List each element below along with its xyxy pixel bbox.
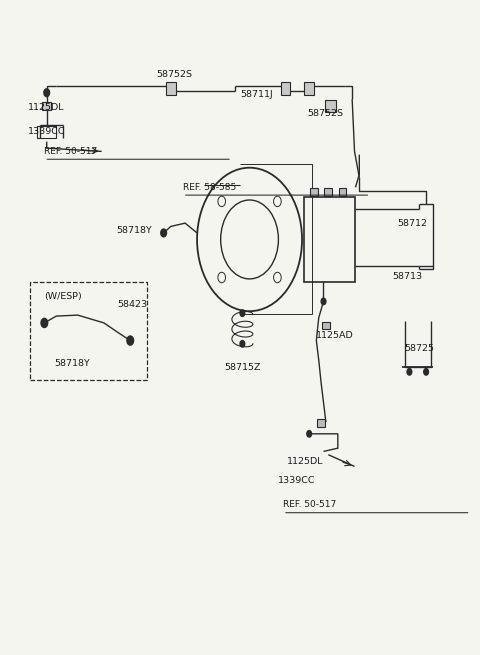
Text: 1339CC: 1339CC <box>28 127 65 136</box>
Circle shape <box>240 310 245 316</box>
Text: 58713: 58713 <box>393 272 423 281</box>
Bar <box>304 197 355 282</box>
Text: 58423: 58423 <box>117 300 147 309</box>
Circle shape <box>127 336 133 345</box>
Bar <box>322 322 330 329</box>
Circle shape <box>44 89 49 97</box>
Text: 58718Y: 58718Y <box>54 359 90 368</box>
Text: (W/ESP): (W/ESP) <box>44 291 82 301</box>
Bar <box>339 188 347 196</box>
Text: 58725: 58725 <box>405 344 435 353</box>
Bar <box>317 419 325 427</box>
Bar <box>310 188 318 196</box>
Text: REF. 50-517: REF. 50-517 <box>283 500 336 510</box>
Bar <box>324 188 332 196</box>
Bar <box>325 100 336 111</box>
Circle shape <box>321 298 326 305</box>
Text: 58715Z: 58715Z <box>225 364 261 373</box>
Text: 1125AD: 1125AD <box>316 331 354 340</box>
Circle shape <box>41 318 48 328</box>
Text: REF. 50-517: REF. 50-517 <box>44 147 97 156</box>
Bar <box>304 83 314 96</box>
Text: 58718Y: 58718Y <box>116 227 152 235</box>
Text: 1125DL: 1125DL <box>287 457 323 466</box>
Bar <box>42 102 51 109</box>
Text: 58712: 58712 <box>397 219 428 228</box>
Text: 58752S: 58752S <box>156 70 192 79</box>
Circle shape <box>240 341 245 347</box>
Circle shape <box>307 430 312 437</box>
Bar <box>281 83 290 96</box>
Text: REF. 58-585: REF. 58-585 <box>183 183 236 192</box>
Text: 58711J: 58711J <box>240 90 273 98</box>
Circle shape <box>407 369 412 375</box>
Circle shape <box>161 229 167 237</box>
Text: 1339CC: 1339CC <box>278 476 316 485</box>
Circle shape <box>424 369 429 375</box>
Text: 1125DL: 1125DL <box>28 103 64 111</box>
Bar <box>166 83 176 96</box>
Text: 58752S: 58752S <box>307 109 343 118</box>
Bar <box>37 126 56 138</box>
Bar <box>30 282 147 380</box>
